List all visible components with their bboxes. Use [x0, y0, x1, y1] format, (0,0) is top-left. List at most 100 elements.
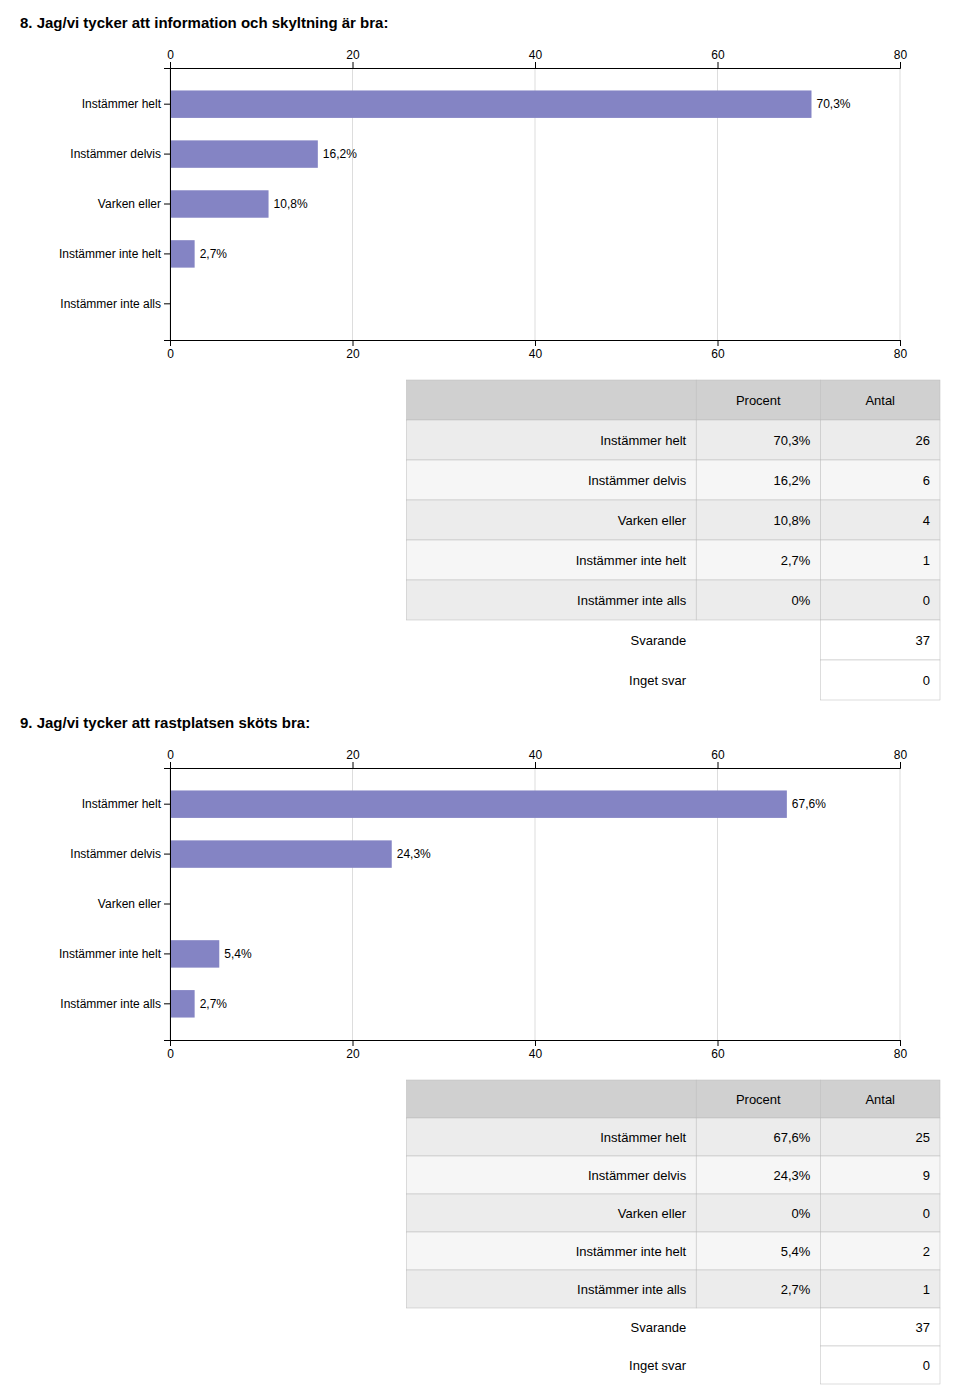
table-value: 0 — [923, 1206, 930, 1221]
table-value: 6 — [923, 473, 930, 488]
table-cell — [820, 1118, 940, 1156]
table-value: 9 — [923, 1168, 930, 1183]
table-cell — [820, 1232, 940, 1270]
tick-mark — [900, 62, 901, 68]
table-cell — [406, 1118, 696, 1156]
table-cell — [406, 420, 696, 460]
page: 8. Jag/vi tycker att information och sky… — [0, 0, 960, 1394]
tick-label: 80 — [894, 48, 908, 62]
tick-label: Instämmer inte helt — [59, 247, 162, 261]
tick-label: Instämmer delvis — [70, 847, 161, 861]
table-cell — [696, 540, 820, 580]
table-cell — [820, 1270, 940, 1308]
data-label: 67,6% — [792, 797, 826, 811]
y-axis: Instämmer heltInstämmer delvisVarken ell… — [59, 769, 171, 1041]
tick: 20 — [346, 748, 360, 768]
chart-title: 9. Jag/vi tycker att rastplatsen sköts b… — [20, 714, 310, 731]
tick: 0 — [167, 748, 174, 768]
table-value: 16,2% — [774, 473, 811, 488]
table-cell — [820, 1080, 940, 1118]
table-cell — [820, 420, 940, 460]
table-cell — [820, 1308, 940, 1346]
tick: 0 — [167, 340, 174, 361]
table-footer-value: 37 — [916, 633, 930, 648]
tick-label: 40 — [529, 347, 543, 361]
tick-label: 20 — [346, 748, 360, 762]
axis-line — [171, 1041, 901, 1047]
tick: Varken eller — [98, 897, 170, 911]
grid-line — [900, 68, 901, 340]
tick-mark — [718, 62, 719, 68]
table-row-label: Instämmer inte helt — [576, 1244, 687, 1259]
tick-label: 80 — [894, 1047, 908, 1061]
tick-label: Instämmer inte alls — [60, 297, 161, 311]
table-cell — [696, 1118, 820, 1156]
tick-label: 60 — [711, 1047, 725, 1061]
tick-label: 60 — [711, 748, 725, 762]
data-label: 16,2% — [323, 147, 357, 161]
tick-label: Instämmer helt — [82, 97, 162, 111]
tick: 20 — [346, 340, 360, 361]
table-footer-value: 37 — [916, 1320, 930, 1335]
chart-title: 8. Jag/vi tycker att information och sky… — [20, 14, 388, 31]
tick-label: 40 — [529, 748, 543, 762]
table-footer-label: Svarande — [631, 1320, 687, 1335]
table-cell — [696, 500, 820, 540]
table-footer-label: Inget svar — [629, 1358, 687, 1373]
table-cell — [406, 1080, 696, 1118]
table-header: Antal — [865, 1092, 895, 1107]
tick-label: 40 — [529, 48, 543, 62]
tick-mark — [535, 762, 536, 768]
tick-mark — [164, 953, 170, 954]
table-value: 2,7% — [781, 1282, 811, 1297]
table-cell — [406, 1270, 696, 1308]
axis-line — [171, 762, 901, 769]
x-axis-top: 020406080 — [167, 48, 907, 69]
table-row-label: Varken eller — [618, 1206, 687, 1221]
tick-mark — [164, 303, 170, 304]
table-header: Antal — [865, 393, 895, 408]
tick-mark — [353, 62, 354, 68]
tick: Instämmer delvis — [70, 147, 170, 161]
table-footer-label: Inget svar — [629, 673, 687, 688]
tick: 20 — [346, 1040, 360, 1061]
data-label: 24,3% — [397, 847, 431, 861]
table-row-label: Varken eller — [618, 513, 687, 528]
table-row-label: Instämmer helt — [600, 1130, 686, 1145]
tick: 80 — [894, 748, 908, 768]
table-value: 25 — [916, 1130, 930, 1145]
table-cell — [820, 460, 940, 500]
table-cell — [820, 1194, 940, 1232]
tick-mark — [170, 762, 171, 768]
tick: 40 — [529, 48, 543, 68]
table-cell — [820, 620, 940, 660]
table-row-label: Instämmer helt — [600, 433, 686, 448]
tick: 80 — [894, 1040, 908, 1061]
tick-label: 80 — [894, 748, 908, 762]
x-axis-bottom: 020406080 — [167, 340, 907, 361]
x-axis-bottom: 020406080 — [167, 1040, 907, 1061]
bar — [170, 840, 392, 867]
tick-label: 40 — [529, 1047, 543, 1061]
tick-label: 20 — [346, 48, 360, 62]
tick: 40 — [529, 1040, 543, 1061]
table-row-label: Instämmer delvis — [588, 1168, 687, 1183]
table-cell — [696, 460, 820, 500]
table-cell — [406, 1232, 696, 1270]
tick-label: 0 — [167, 748, 174, 762]
tick-label: Instämmer inte helt — [59, 947, 162, 961]
bar — [170, 790, 787, 817]
table-cell — [406, 500, 696, 540]
table-value: 67,6% — [774, 1130, 811, 1145]
tick-label: Varken eller — [98, 897, 161, 911]
table-cell — [820, 500, 940, 540]
tick-mark — [164, 154, 170, 155]
table-value: 26 — [916, 433, 930, 448]
tick: 20 — [346, 48, 360, 68]
bar — [170, 90, 811, 117]
table-cell — [406, 1194, 696, 1232]
table-footer-label: Svarande — [631, 633, 687, 648]
table-cell — [696, 1194, 820, 1232]
tick-mark — [170, 62, 171, 68]
table-cell — [820, 580, 940, 620]
